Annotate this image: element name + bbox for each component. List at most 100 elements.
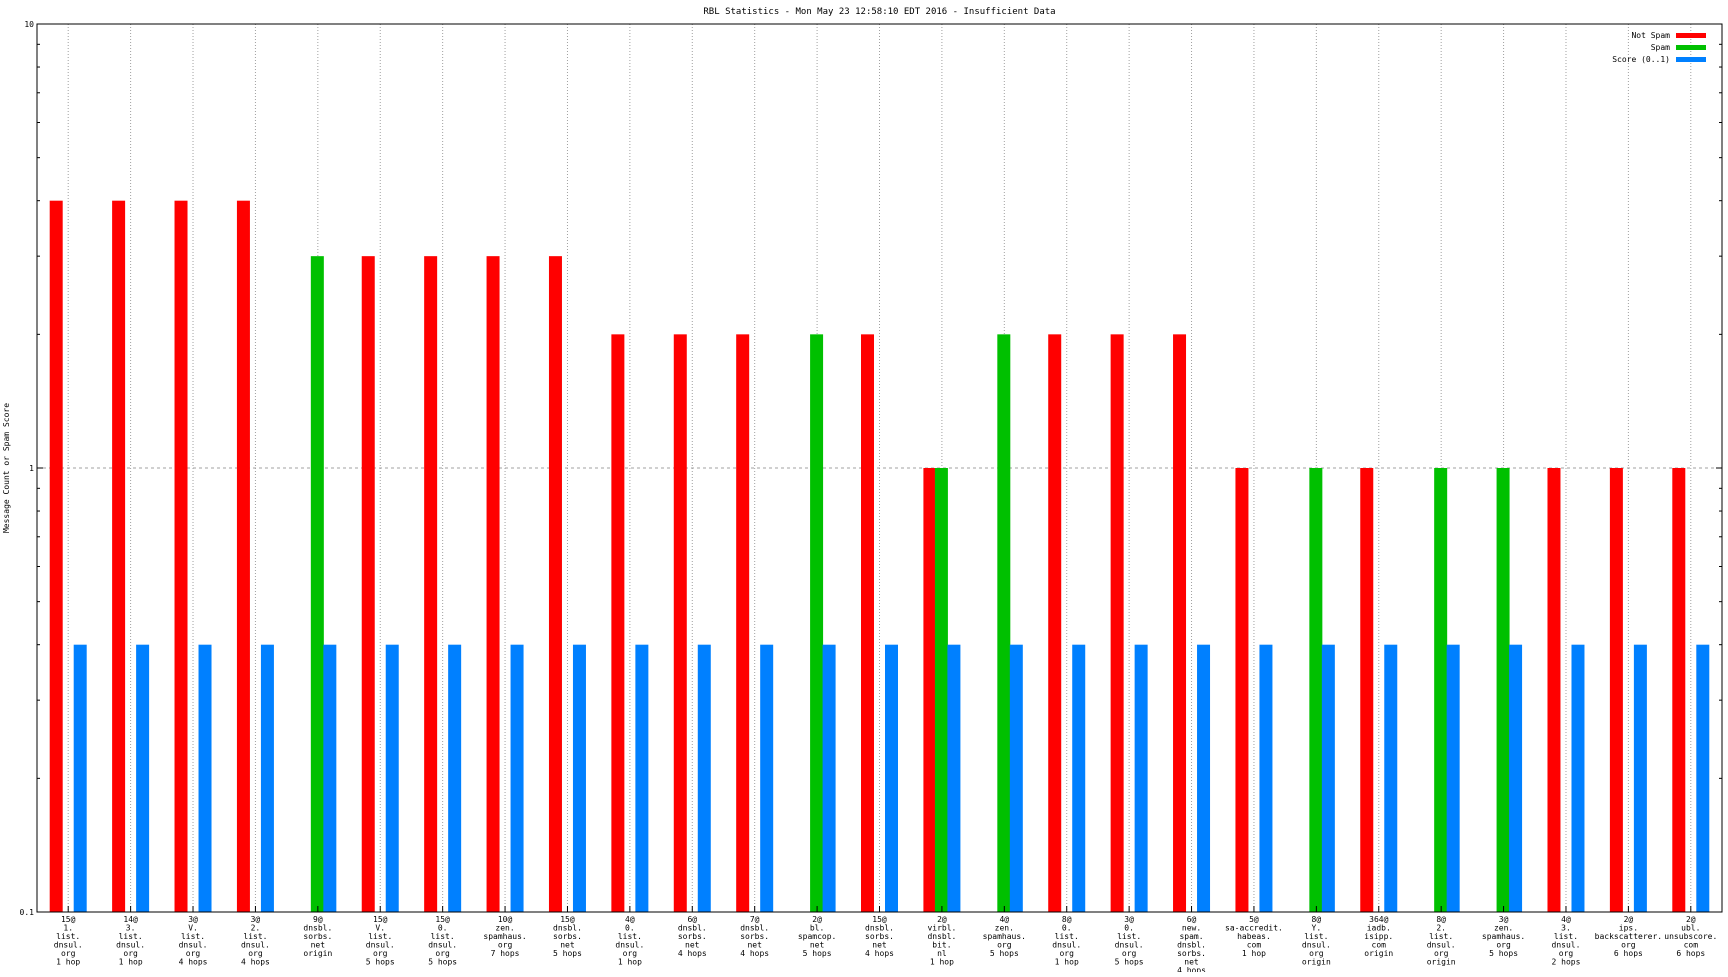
x-tick-label-line: 1 hop <box>618 958 642 967</box>
bar-score-0-1 <box>136 644 150 912</box>
x-tick-label-line: sorbs. <box>740 932 769 941</box>
x-tick-label-line: 2. <box>251 924 261 933</box>
x-tick-label: 3@ 2. list. dnsul. org 4 hops <box>241 915 270 967</box>
x-tick-label-line: org <box>498 941 513 950</box>
x-tick-label-line: ips. <box>1619 924 1638 933</box>
x-tick-label-line: 4 hops <box>678 949 707 958</box>
x-tick-label-line: list. <box>368 932 392 941</box>
x-tick-label-line: 5 hops <box>1115 958 1144 967</box>
x-tick-label-line: dnsul. <box>615 941 644 950</box>
x-tick-label-line: net <box>872 941 887 950</box>
bar-score-0-1 <box>1571 644 1585 912</box>
x-tick-label-line: 14@ <box>123 915 138 924</box>
x-tick-label-line: V. <box>188 924 198 933</box>
x-tick-label-line: net <box>560 941 575 950</box>
x-tick-label-line: dnsbl. <box>678 924 707 933</box>
x-tick-label-line: dnsul. <box>1427 941 1456 950</box>
bar-spam <box>1309 468 1323 912</box>
x-tick-label-line: 0. <box>1124 924 1134 933</box>
x-tick-label: 2@ ips. backscatterer. org 6 hops <box>1595 915 1662 958</box>
bar-spam <box>997 334 1011 913</box>
bar-not-spam <box>112 200 126 912</box>
x-tick-label-line: origin <box>1302 958 1331 967</box>
x-tick-label-line: org <box>1559 949 1574 958</box>
x-tick-label-line: backscatterer. <box>1595 932 1662 941</box>
x-tick-label-line: dnsbl. <box>927 932 956 941</box>
x-tick-label-line: sorbs. <box>553 932 582 941</box>
x-tick-label-line: 2@ <box>1686 915 1696 924</box>
x-tick-label-line: 3@ <box>188 915 198 924</box>
x-tick-label-line: virbl. <box>927 924 956 933</box>
x-tick-label-line: 9@ <box>313 915 323 924</box>
x-tick-label-line: 4 hops <box>740 949 769 958</box>
x-tick-label: 9@ dnsbl. sorbs. net origin <box>303 915 332 958</box>
y-axis-label: Message Count or Spam Score <box>2 403 11 533</box>
x-tick-label-line: 5 hops <box>428 958 457 967</box>
x-tick-label: 2@ virbl. dnsbl. bit. nl 1 hop <box>927 915 956 967</box>
x-tick-label-line: origin <box>1364 949 1393 958</box>
x-tick-label: 6@ new. spam. dnsbl. sorbs. net 4 hops <box>1177 915 1206 972</box>
bar-not-spam <box>361 256 375 912</box>
bar-spam <box>1434 468 1448 912</box>
x-tick-label: 3@ zen. spamhaus. org 5 hops <box>1482 915 1525 958</box>
x-tick-label-line: bl. <box>810 924 824 933</box>
x-tick-label-line: org <box>1059 949 1074 958</box>
bar-not-spam <box>1547 468 1561 912</box>
legend-swatch <box>1676 33 1706 38</box>
bar-not-spam <box>1672 468 1686 912</box>
x-tick-label-line: 1. <box>63 924 73 933</box>
bar-score-0-1 <box>1696 644 1710 912</box>
x-tick-label-line: 15@ <box>61 915 76 924</box>
x-tick-label-line: spamhaus. <box>983 932 1026 941</box>
x-tick-label-line: iadb. <box>1367 924 1391 933</box>
x-tick-label-line: dnsul. <box>1115 941 1144 950</box>
x-tick-label-line: 2 hops <box>1552 958 1581 967</box>
bar-score-0-1 <box>73 644 87 912</box>
x-tick-label-line: bit. <box>932 941 951 950</box>
bar-score-0-1 <box>198 644 212 912</box>
x-tick-label-line: dnsul. <box>179 941 208 950</box>
bar-not-spam <box>861 334 874 913</box>
x-tick-label-line: dnsbl. <box>1177 941 1206 950</box>
x-tick-label-line: 2@ <box>1624 915 1634 924</box>
x-tick-label-line: habeas. <box>1237 932 1271 941</box>
legend-label: Not Spam <box>1631 31 1670 40</box>
x-tick-label-line: list. <box>1117 932 1141 941</box>
x-tick-label-line: 15@ <box>872 915 887 924</box>
x-tick-label-line: sa-accredit. <box>1225 924 1283 933</box>
x-tick-label-line: sorbs. <box>303 932 332 941</box>
x-tick-label: 2@ bl. spamcop. net 5 hops <box>798 915 837 958</box>
bar-score-0-1 <box>947 644 961 912</box>
legend-swatch <box>1676 45 1706 50</box>
x-tick-label-line: 2@ <box>812 915 822 924</box>
x-tick-label-line: sorbs. <box>678 932 707 941</box>
x-tick-label-line: V. <box>375 924 385 933</box>
x-tick-label-line: dnsul. <box>1552 941 1581 950</box>
x-tick-label-line: 4 hops <box>865 949 894 958</box>
x-tick-label-line: 364@ <box>1369 915 1388 924</box>
bar-score-0-1 <box>635 644 649 912</box>
chart-title: RBL Statistics - Mon May 23 12:58:10 EDT… <box>703 7 1055 17</box>
x-tick-label-line: org <box>186 949 201 958</box>
x-tick-label-line: 15@ <box>373 915 388 924</box>
bar-score-0-1 <box>1197 644 1211 912</box>
x-tick-label: 8@ Y. list. dnsul. org origin <box>1302 915 1331 967</box>
bar-not-spam <box>1235 468 1249 912</box>
bar-not-spam <box>923 468 937 912</box>
bar-not-spam <box>424 256 438 912</box>
bar-score-0-1 <box>697 644 711 912</box>
x-tick-label-line: dnsbl. <box>303 924 332 933</box>
bar-score-0-1 <box>760 644 774 912</box>
x-tick-label-line: spamcop. <box>798 932 837 941</box>
x-tick-label-line: net <box>1184 958 1199 967</box>
x-tick-label-line: list. <box>119 932 143 941</box>
x-tick-label-line: unsubscore. <box>1664 932 1717 941</box>
x-tick-label-line: 1 hop <box>1055 958 1079 967</box>
x-tick-label-line: 2@ <box>937 915 947 924</box>
x-tick-label: 15@ dnsbl. sorbs. net 5 hops <box>553 915 582 958</box>
bar-score-0-1 <box>1446 644 1460 912</box>
x-tick-label-line: 5 hops <box>366 958 395 967</box>
bar-not-spam <box>174 200 188 912</box>
x-tick-label-line: sorbs. <box>865 932 894 941</box>
